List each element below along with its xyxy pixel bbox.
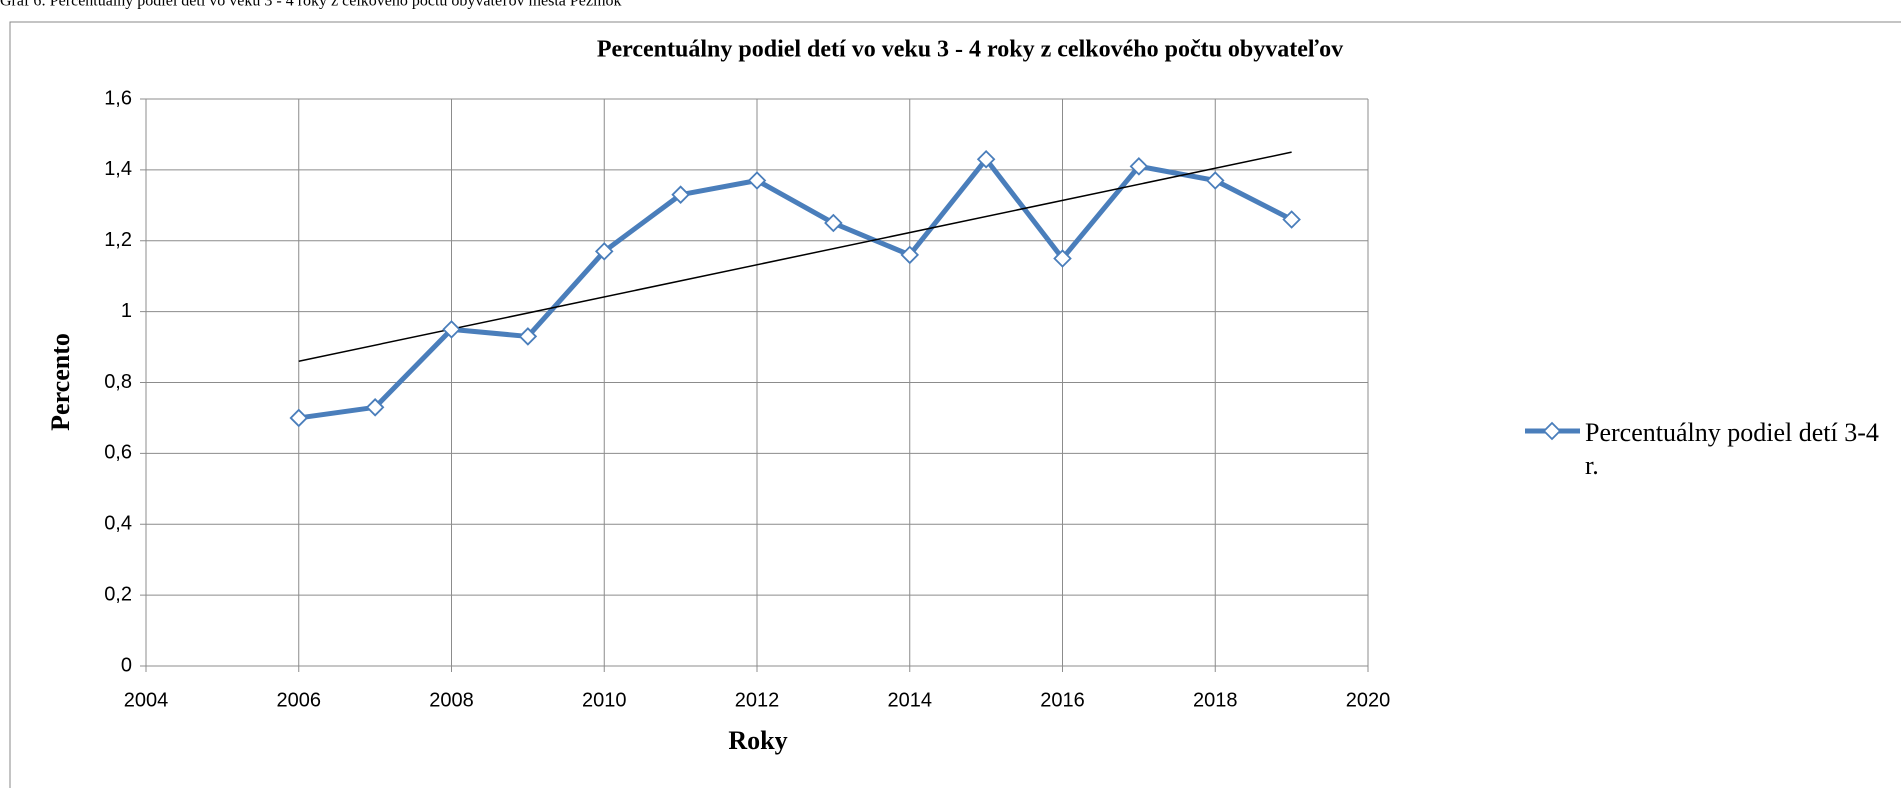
x-tick-label: 2010 — [582, 689, 627, 711]
x-tick-label: 2004 — [124, 689, 169, 711]
caption: Graf 6: Percentuálny podiel detí vo veku… — [0, 0, 621, 10]
y-tick-label: 0 — [121, 654, 132, 676]
x-axis-label: Roky — [728, 726, 787, 755]
y-tick-label: 0,4 — [104, 513, 132, 535]
marker — [1053, 249, 1072, 268]
marker — [976, 149, 996, 169]
x-tick-label: 2006 — [277, 689, 322, 711]
y-tick-label: 1,2 — [104, 229, 132, 251]
marker — [1282, 210, 1301, 229]
x-tick-label: 2020 — [1346, 689, 1391, 711]
x-tick-label: 2014 — [888, 689, 933, 711]
x-tick-label: 2018 — [1193, 689, 1238, 711]
marker — [442, 320, 461, 339]
legend-label: Percentuálny podiel detí 3-4 r. — [1585, 418, 1879, 480]
trendline — [298, 151, 1292, 362]
marker — [747, 171, 767, 190]
marker — [1129, 157, 1149, 176]
x-tick-label: 2012 — [735, 689, 780, 711]
x-tick-label: 2008 — [429, 689, 474, 711]
y-axis-label: Percento — [46, 333, 75, 431]
y-tick-label: 0,2 — [104, 583, 132, 605]
marker — [518, 327, 538, 346]
marker — [594, 242, 614, 261]
chart-border — [9, 21, 1901, 788]
marker — [900, 245, 920, 265]
y-tick-label: 0,6 — [104, 442, 132, 464]
data-line — [298, 156, 1293, 421]
marker — [824, 213, 843, 233]
y-tick-label: 1,4 — [104, 158, 132, 180]
chart-title: Percentuálny podiel detí vo veku 3 - 4 r… — [597, 37, 1343, 63]
x-tick-label: 2016 — [1040, 689, 1085, 711]
y-tick-label: 1,6 — [104, 87, 132, 109]
marker — [1205, 171, 1225, 190]
marker — [365, 398, 385, 417]
marker — [289, 408, 309, 428]
y-tick-label: 1 — [121, 300, 132, 322]
y-tick-label: 0,8 — [104, 371, 132, 393]
legend-marker — [1542, 421, 1562, 441]
marker — [671, 185, 690, 204]
